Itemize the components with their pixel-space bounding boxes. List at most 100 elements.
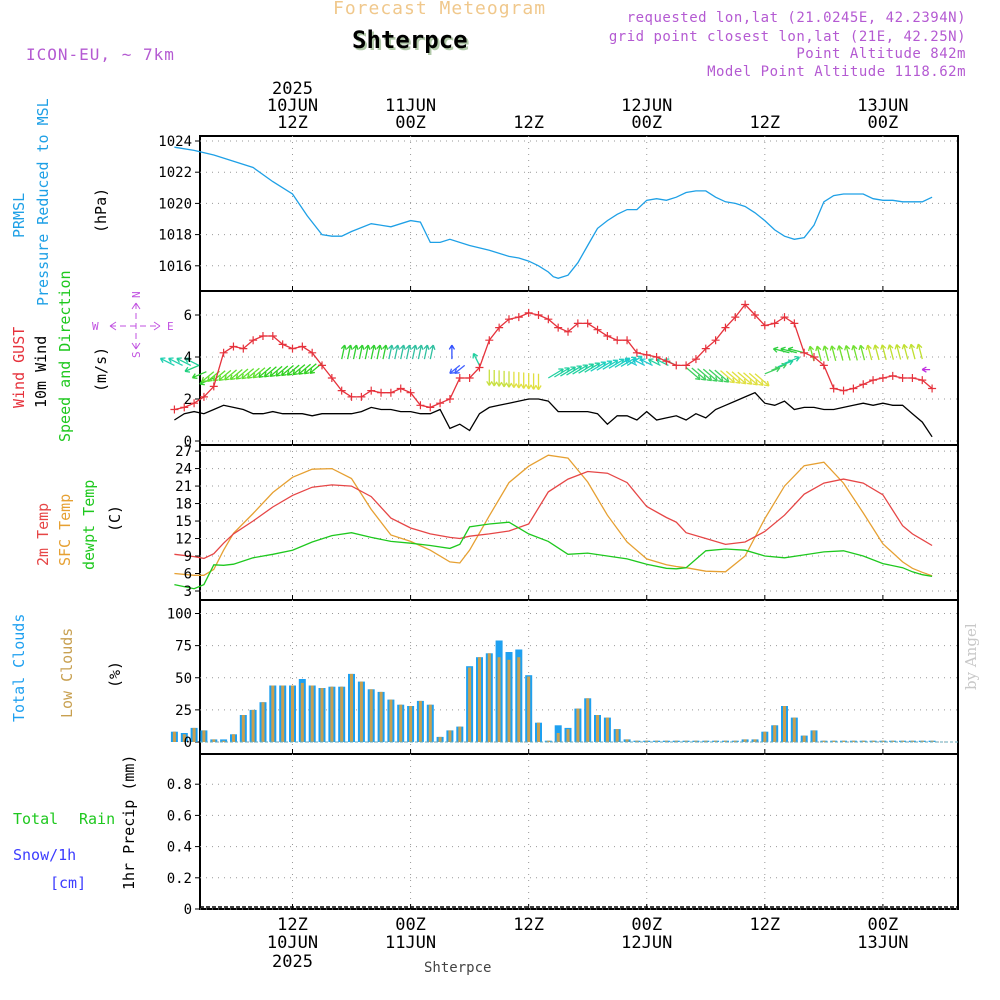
temp-sfc-label: SFC Temp [56, 494, 74, 566]
wind-gust-point [377, 388, 386, 397]
wind-gust-point [337, 386, 346, 395]
wind-gust-point [859, 380, 868, 389]
wind-arrow [201, 371, 215, 383]
wind-arrow [702, 368, 718, 382]
bottom-date-label: 13JUN [857, 933, 908, 953]
wind-arrow [184, 357, 200, 366]
cloud-low-bar [733, 740, 737, 742]
ytick-label: 27 [175, 444, 192, 460]
cloud-low-bar [172, 731, 176, 742]
wind-arrow [815, 345, 822, 362]
ytick-label: 100 [167, 607, 192, 623]
wind-arrow [340, 344, 347, 360]
wind-gust-point [445, 395, 454, 403]
wind-gust-point [278, 340, 287, 349]
wind-arrow [241, 368, 255, 380]
wind-arrow [844, 345, 851, 361]
wind-arrow [515, 372, 522, 389]
cloud-low-bar [930, 740, 934, 742]
wind-gust-point [869, 376, 878, 385]
wind-arrow [737, 371, 753, 385]
cloud-low-bar [842, 740, 845, 742]
clouds-unit: (%) [106, 661, 124, 688]
top-date-label: 10JUN [267, 96, 318, 116]
wind-arrow [647, 358, 661, 366]
cloud-low-bar [605, 717, 609, 742]
wind-arrow [303, 363, 317, 375]
wind-unit: (m/s) [92, 347, 110, 392]
cloud-low-bar [487, 653, 491, 742]
panel-frame-pressure [199, 135, 959, 292]
wind-arrow [887, 344, 895, 360]
wind-arrow [780, 346, 797, 354]
wind-arrow [754, 373, 770, 387]
cloud-low-bar [576, 708, 580, 742]
wind-gust-point [819, 361, 828, 370]
wind-gust-point [760, 321, 769, 330]
wind-arrow [632, 358, 646, 366]
cloud-low-bar [232, 734, 235, 742]
cloud-low-bar [537, 722, 540, 742]
wind-gust-point [327, 374, 336, 382]
wind-arrow [491, 370, 498, 387]
model-altitude: Model Point Altitude 1118.62m [707, 64, 966, 80]
wind-gust-point [849, 384, 858, 393]
clouds-total-label: Total Clouds [10, 614, 28, 722]
wind-arrow [352, 344, 359, 360]
wind-gust-label: Wind GUST [10, 327, 28, 408]
top-hour-label: 00Z [395, 113, 426, 133]
wind-gust-point [170, 405, 179, 414]
wind-arrow [916, 343, 923, 360]
top-hour-label: 00Z [631, 113, 662, 133]
cloud-low-bar [527, 676, 531, 742]
cloud-low-bar [379, 691, 383, 742]
wind-gust-point [701, 344, 710, 353]
wind-gust-point [918, 376, 927, 385]
cloud-low-bar [822, 740, 826, 742]
ytick-label: 2 [184, 392, 192, 408]
wind-arrow [388, 344, 395, 360]
compass-arrows [109, 302, 161, 350]
wind-arrow [252, 367, 266, 379]
wind-gust-point [928, 384, 937, 393]
ytick-label: 0 [184, 902, 192, 918]
cloud-low-bar [222, 740, 226, 742]
cloud-low-bar [517, 657, 521, 742]
precip-total-label: Total [13, 810, 58, 828]
compass-s: S [130, 351, 143, 358]
cloud-low-bar [704, 740, 708, 742]
wind-gust-point [436, 399, 445, 408]
cloud-low-bar [920, 740, 924, 742]
ytick-label: 21 [175, 479, 192, 495]
wind-gust-point [396, 384, 405, 393]
cloud-low-bar [261, 702, 265, 742]
wind-arrow [280, 365, 294, 377]
cloud-low-bar [369, 689, 373, 742]
cloud-low-bar [359, 681, 363, 742]
wind-10m-label: 10m Wind [32, 336, 50, 408]
wind-10m-line [174, 391, 933, 438]
wind-arrow [229, 369, 243, 381]
wind-gust-point [642, 350, 651, 359]
wind-gust-point [888, 371, 897, 380]
wind-gust-point [564, 327, 573, 336]
ytick-label: 24 [175, 462, 192, 478]
bottom-date-label: 12JUN [621, 933, 672, 953]
wind-arrow [784, 355, 801, 364]
wind-arrow [370, 344, 377, 360]
model-label: ICON-EU, ~ 7km [26, 45, 175, 64]
compass-e: E [167, 320, 174, 333]
cloud-low-bar [330, 686, 334, 742]
wind-arrow [865, 344, 873, 361]
wind-arrow [405, 344, 412, 360]
wind-arrow [159, 357, 175, 366]
cloud-low-bar [546, 740, 550, 742]
wind-arrow [263, 366, 277, 378]
wind-arrow [624, 358, 638, 366]
wind-gust-point [495, 323, 504, 332]
wind-gust-point [190, 399, 199, 408]
bottom-hour-label: 00Z [868, 915, 899, 935]
wind-arrow [429, 344, 436, 360]
wind-arrow [417, 344, 424, 360]
wind-arrow [423, 344, 430, 360]
